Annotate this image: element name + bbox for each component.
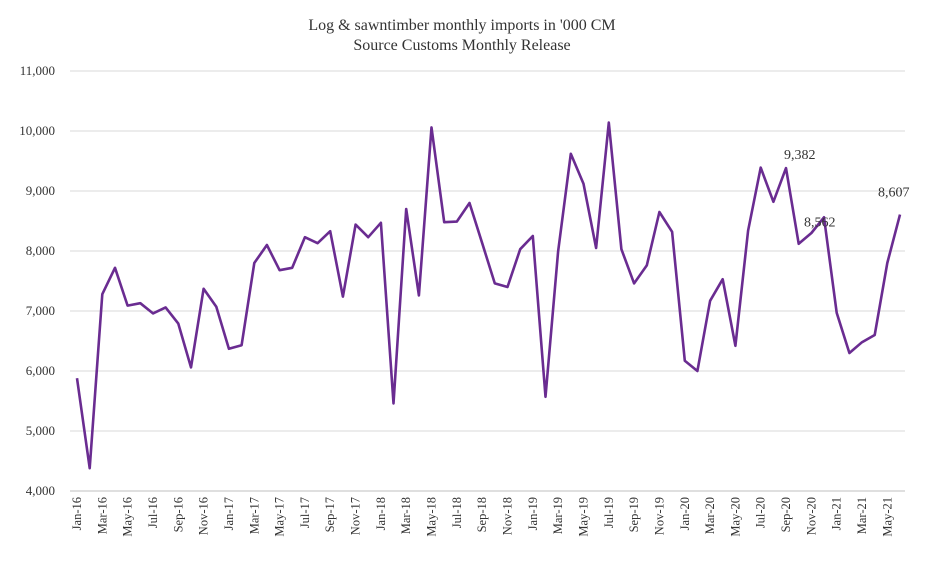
y-tick-label: 8,000: [26, 243, 55, 258]
x-tick-label: Mar-19: [551, 497, 565, 534]
x-tick-label: Nov-17: [349, 497, 363, 535]
y-axis-ticks: 4,000 5,000 6,000 7,000 8,000 9,000 10,000 11,0…: [19, 63, 55, 498]
x-tick-label: May-21: [880, 497, 894, 537]
x-tick-label: Jan-19: [526, 497, 540, 530]
x-tick-label: Jul-18: [450, 497, 464, 528]
series-line: [75, 121, 902, 470]
data-label: 9,382: [784, 148, 816, 163]
y-tick-label: 11,000: [20, 63, 55, 78]
y-tick-label: 6,000: [26, 363, 55, 378]
series-layer: [75, 121, 902, 470]
x-tick-label: Sep-19: [627, 497, 641, 532]
x-tick-label: Jul-20: [754, 497, 768, 528]
y-tick-label: 4,000: [26, 483, 55, 498]
x-tick-label: Mar-18: [399, 497, 413, 534]
data-labels: 9,382 8,562 8,607: [784, 148, 909, 230]
x-tick-label: Mar-21: [855, 497, 869, 534]
x-tick-label: Nov-19: [652, 497, 666, 535]
data-label: 8,607: [878, 186, 910, 201]
x-tick-label: Jan-18: [374, 497, 388, 530]
x-tick-label: Nov-18: [500, 497, 514, 535]
x-tick-label: Mar-17: [247, 497, 261, 534]
x-tick-label: Mar-20: [703, 497, 717, 534]
x-tick-label: May-19: [576, 497, 590, 537]
x-tick-label: Jul-17: [298, 497, 312, 528]
x-tick-label: Sep-18: [475, 497, 489, 532]
x-axis-ticks: Jan-16 Mar-16 May-16 Jul-16 Sep-16 Nov-16 Jan-…: [70, 497, 894, 537]
x-tick-label: Sep-16: [171, 497, 185, 532]
x-tick-label: Sep-20: [779, 497, 793, 532]
x-tick-label: Nov-20: [804, 497, 818, 535]
x-tick-label: Mar-16: [95, 497, 109, 534]
x-tick-label: May-20: [728, 497, 742, 537]
data-label: 8,562: [804, 215, 836, 230]
y-tick-label: 9,000: [26, 183, 55, 198]
chart-subtitle: Source Customs Monthly Release: [353, 37, 570, 54]
x-tick-label: May-17: [273, 497, 287, 537]
x-tick-label: Jul-16: [146, 497, 160, 528]
y-tick-label: 7,000: [26, 303, 55, 318]
x-tick-label: Jan-21: [830, 497, 844, 530]
x-tick-label: Jan-20: [678, 497, 692, 530]
x-tick-label: Jul-19: [602, 497, 616, 528]
x-tick-label: May-18: [425, 497, 439, 537]
y-tick-label: 10,000: [19, 123, 55, 138]
gridlines: [70, 70, 905, 492]
x-tick-label: Sep-17: [323, 497, 337, 532]
x-tick-label: May-16: [121, 497, 135, 537]
x-tick-label: Jan-16: [70, 497, 84, 530]
x-tick-label: Nov-16: [197, 497, 211, 535]
x-tick-label: Jan-17: [222, 497, 236, 530]
chart-title: Log & sawntimber monthly imports in '000…: [308, 17, 615, 34]
y-tick-label: 5,000: [26, 423, 55, 438]
